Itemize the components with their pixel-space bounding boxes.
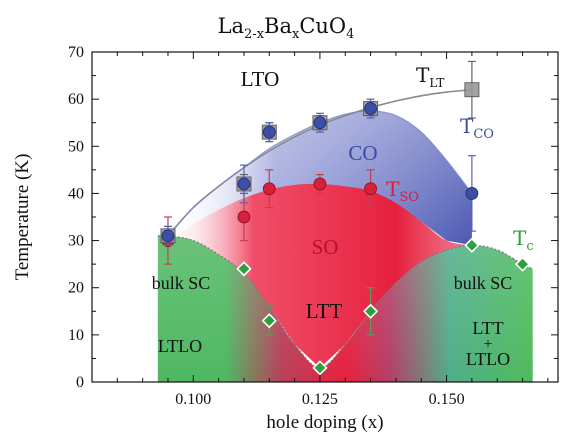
axis-ticks: 0 10 20 30 40 50 60 70 0.100 0.125 0.150 — [68, 44, 558, 408]
y-tick-label: 20 — [68, 280, 84, 297]
chart-title: La2-xBaxCuO4 — [218, 14, 355, 42]
co-label: CO — [348, 141, 377, 165]
t-c-point — [362, 303, 379, 319]
y-tick-label: 60 — [68, 91, 84, 108]
x-axis-title: hole doping (x) — [266, 412, 383, 433]
t-lt-point — [464, 82, 480, 98]
t-c-point — [261, 313, 277, 329]
t-co-point — [364, 102, 377, 115]
lower-region-shade — [157, 235, 533, 382]
t-c-point — [514, 256, 531, 272]
t-c-point — [236, 261, 252, 277]
y-tick-label: 0 — [76, 374, 84, 391]
t-c-curve — [157, 234, 533, 369]
t-c-point — [312, 360, 328, 376]
bulk-sc-right-label: bulk SC — [454, 273, 513, 293]
ltt-ltlo-plus: + — [483, 336, 492, 353]
lto-label: LTO — [241, 67, 280, 91]
y-tick-label: 50 — [68, 138, 84, 155]
t-c-label: Tc — [513, 226, 534, 254]
x-tick-label: 0.150 — [429, 391, 465, 408]
ltt-label: LTT — [306, 299, 343, 323]
y-tick-label: 70 — [68, 44, 84, 61]
t-c-point — [464, 237, 480, 253]
y-tick-label: 40 — [68, 185, 84, 202]
t-co-point — [262, 125, 276, 139]
y-tick-label: 10 — [68, 327, 84, 344]
t-co-label: TCO — [460, 114, 494, 142]
t-so-point — [237, 210, 251, 224]
t-so-point — [364, 182, 377, 196]
data-markers — [160, 60, 531, 376]
bulk-sc-left-label: bulk SC — [152, 273, 211, 293]
ltlo-left-label: LTLO — [158, 336, 202, 356]
x-tick-label: 0.100 — [175, 391, 211, 408]
ltt-ltlo-line1: LTT — [472, 318, 503, 338]
y-tick-label: 30 — [68, 233, 84, 250]
t-so-point — [262, 182, 276, 196]
t-lt-label: TLT — [416, 63, 444, 90]
x-tick-label: 0.125 — [302, 391, 338, 408]
series-labels: TLT TCO TSO Tc — [386, 63, 534, 254]
t-co-point — [465, 187, 479, 200]
ltt-ltlo-line2: LTLO — [466, 349, 510, 369]
t-co-point — [313, 116, 327, 130]
t-co-point — [161, 229, 175, 243]
y-axis-title: Temperature (K) — [12, 154, 33, 281]
t-so-label: TSO — [386, 177, 419, 205]
region-labels: LTO CO SO LTT bulk SC bulk SC LTLO LTT +… — [152, 67, 513, 369]
so-label: SO — [312, 235, 339, 259]
t-co-point — [237, 177, 251, 191]
t-so-point — [313, 177, 327, 191]
